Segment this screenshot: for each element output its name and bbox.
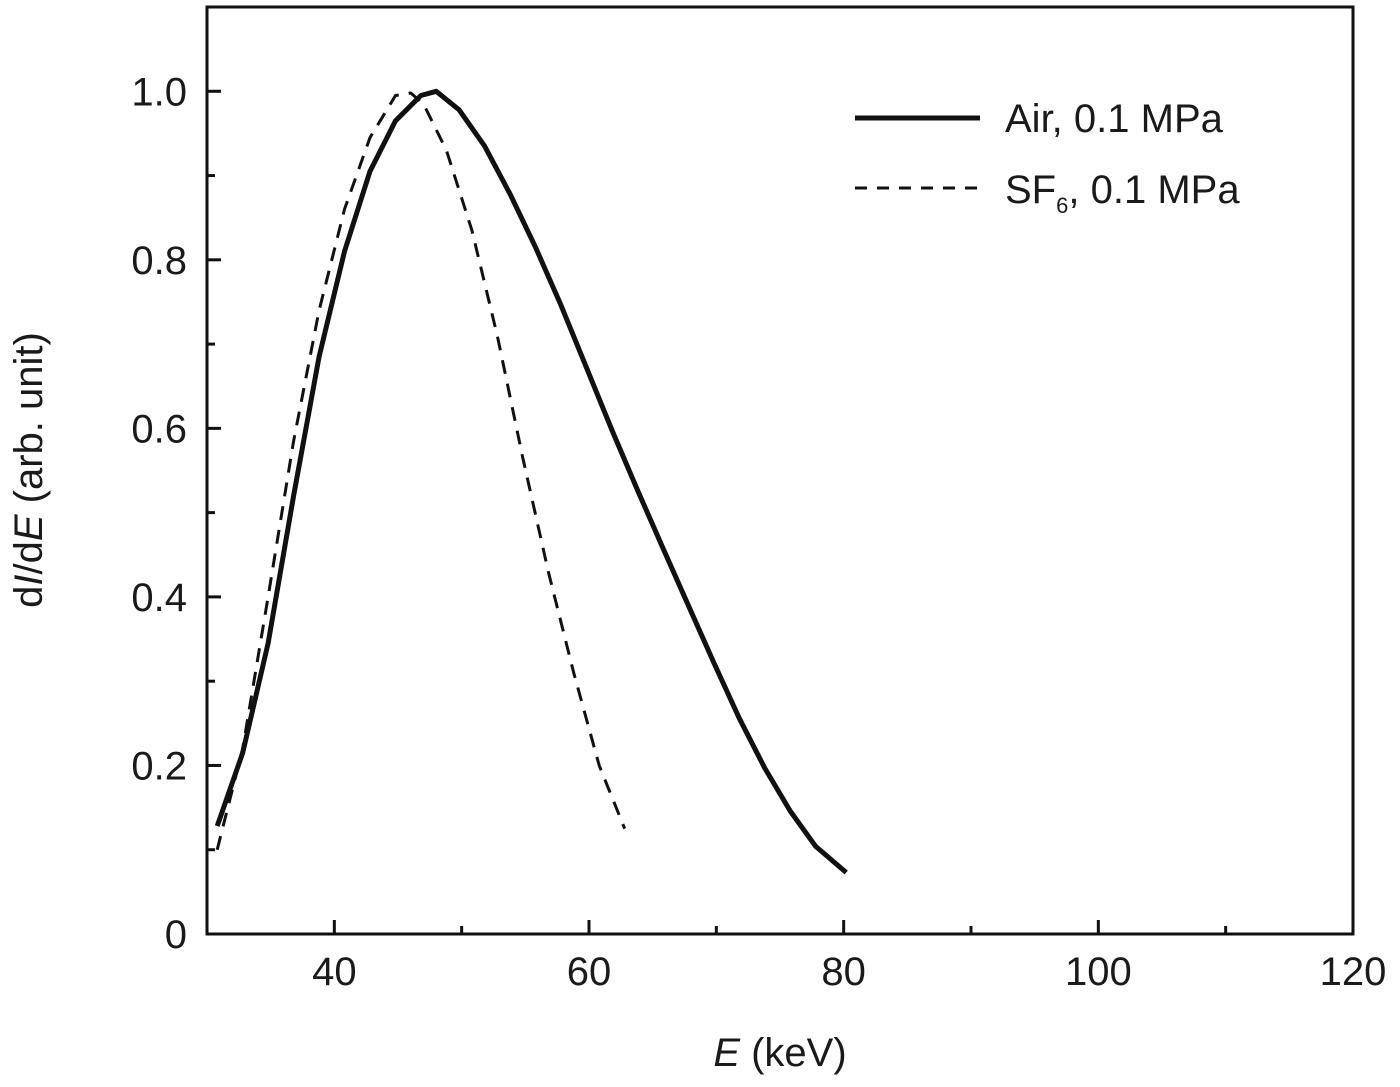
legend-label-air: Air, 0.1 MPa — [1005, 97, 1224, 141]
y-axis-var-e: E — [7, 513, 51, 541]
y-axis-slash: /d — [7, 541, 51, 574]
series-line-1 — [215, 91, 627, 851]
tick-labels: 40 60 80 100 120 0 0.2 0.4 0.6 0.8 1.0 — [131, 70, 1386, 994]
x-axis-var: E — [713, 1031, 741, 1075]
legend-sf6-rest: , 0.1 MPa — [1068, 168, 1240, 212]
legend-sf6-main: SF — [1005, 168, 1056, 212]
legend-sf6-sub: 6 — [1056, 193, 1068, 218]
x-tick-label-0: 40 — [312, 950, 357, 994]
plot-area — [205, 5, 1355, 936]
plot-frame — [205, 5, 1355, 936]
y-axis-unit: (arb. unit) — [7, 332, 51, 514]
y-axis-var-i: I — [7, 574, 51, 585]
y-tick-label-5: 1.0 — [131, 70, 187, 114]
x-axis-title: E (keV) — [713, 1031, 846, 1075]
y-axis-d1: d — [7, 586, 51, 608]
y-tick-label-0: 0 — [165, 913, 187, 957]
series-line-0 — [214, 88, 848, 875]
series-layer — [214, 88, 848, 875]
x-axis-unit: (keV) — [740, 1031, 847, 1075]
x-tick-label-4: 120 — [1320, 950, 1387, 994]
y-tick-label-4: 0.8 — [131, 239, 187, 283]
legend-label-sf6: SF6, 0.1 MPa — [1005, 168, 1240, 218]
y-tick-label-2: 0.4 — [131, 576, 187, 620]
axis-ticks — [205, 89, 1355, 936]
legend: Air, 0.1 MPa SF6, 0.1 MPa — [855, 97, 1240, 218]
x-tick-label-1: 60 — [567, 950, 612, 994]
x-tick-label-2: 80 — [821, 950, 866, 994]
y-axis-title: dI/dE (arb. unit) — [7, 332, 51, 608]
y-tick-label-3: 0.6 — [131, 407, 187, 451]
y-tick-label-1: 0.2 — [131, 744, 187, 788]
x-tick-label-3: 100 — [1065, 950, 1132, 994]
